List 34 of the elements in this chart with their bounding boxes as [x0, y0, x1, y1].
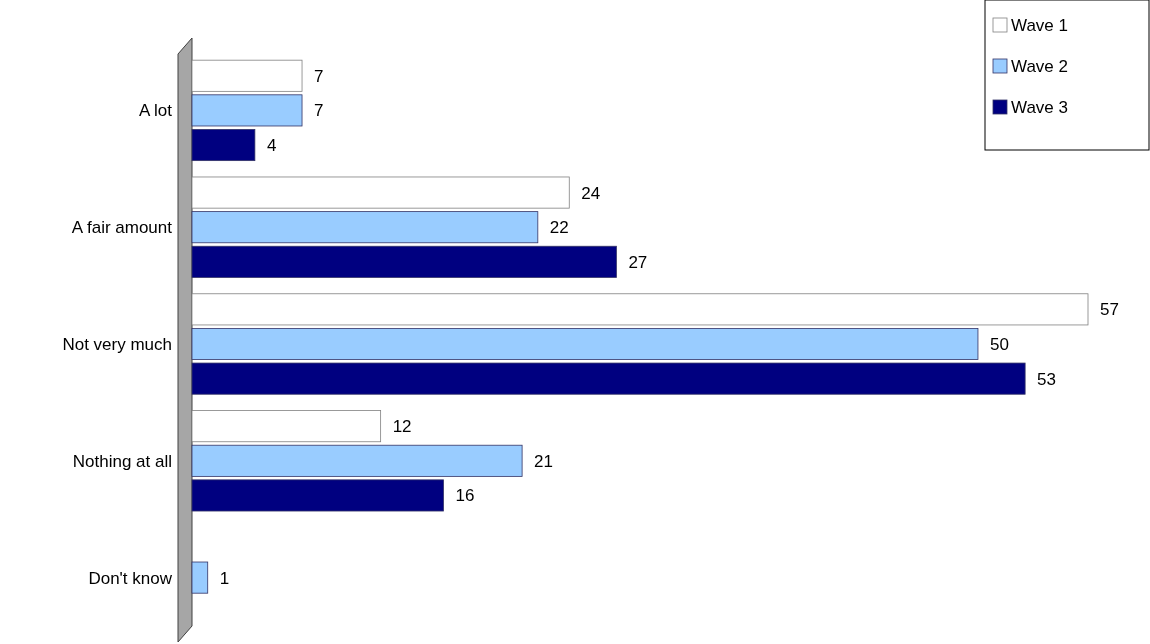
y-tick-label: A lot	[138, 101, 173, 121]
bar	[191, 94, 303, 127]
bar	[191, 293, 1089, 326]
legend-label: Wave 3	[1011, 97, 1069, 117]
data-label: 53	[1037, 369, 1057, 389]
bar	[191, 362, 1026, 395]
data-label: 21	[534, 451, 554, 471]
legend-label: Wave 1	[1011, 15, 1069, 35]
bar	[191, 211, 539, 244]
data-label: 57	[1100, 300, 1119, 320]
bar	[191, 410, 382, 443]
data-label: 12	[392, 417, 412, 437]
data-label: 7	[314, 66, 324, 86]
y-tick-label: Not very much	[62, 334, 172, 354]
data-label: 4	[266, 135, 277, 155]
legend-label: Wave 2	[1011, 56, 1069, 76]
data-label: 50	[989, 334, 1009, 354]
data-label: 16	[455, 486, 475, 506]
bar	[191, 129, 256, 162]
data-label: 7	[314, 101, 324, 121]
bar	[191, 328, 979, 360]
data-label: 27	[628, 252, 648, 272]
bar	[191, 479, 444, 512]
bar	[191, 245, 617, 278]
data-label: 22	[549, 218, 569, 238]
y-tick-label: Don't know	[88, 568, 173, 588]
bar	[191, 59, 303, 92]
y-tick-label: A fair amount	[71, 218, 173, 238]
bar	[191, 444, 523, 477]
bar	[191, 561, 209, 594]
data-label: 24	[581, 183, 601, 203]
bar	[191, 176, 570, 209]
y-tick-label: Nothing at all	[72, 451, 172, 471]
data-label: 1	[219, 568, 230, 588]
